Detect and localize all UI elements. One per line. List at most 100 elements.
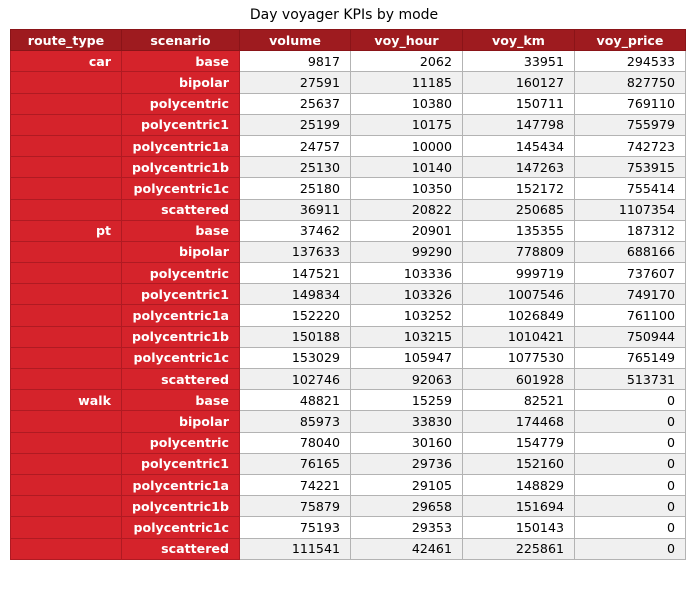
table-row: polycentric1 149834 103326 1007546 749170 — [10, 283, 686, 306]
column-header-voy-hour: voy_hour — [349, 28, 463, 52]
route-type-cell — [10, 134, 122, 158]
value-cell: 25199 — [238, 113, 351, 136]
value-cell: 0 — [573, 431, 686, 454]
value-cell: 742723 — [573, 134, 686, 158]
route-type-cell — [10, 198, 122, 221]
scenario-cell: polycentric — [121, 431, 240, 454]
value-cell: 9817 — [238, 50, 351, 73]
value-cell: 33951 — [461, 50, 575, 73]
route-type-cell — [10, 240, 122, 264]
value-cell: 1007546 — [461, 283, 575, 306]
value-cell: 33830 — [349, 410, 463, 433]
route-type-cell — [10, 92, 122, 115]
value-cell: 10000 — [349, 134, 463, 158]
scenario-cell: polycentric1c — [121, 346, 240, 370]
value-cell: 78040 — [238, 431, 351, 454]
value-cell: 150143 — [461, 516, 575, 539]
column-header-route-type: route_type — [10, 28, 122, 52]
value-cell: 999719 — [461, 262, 575, 285]
value-cell: 0 — [573, 537, 686, 560]
route-type-cell: pt — [10, 219, 122, 242]
scenario-cell: scattered — [121, 367, 240, 391]
route-type-cell — [10, 452, 122, 475]
scenario-cell: bipolar — [121, 410, 240, 433]
value-cell: 10380 — [349, 92, 463, 115]
value-cell: 29736 — [349, 452, 463, 475]
value-cell: 145434 — [461, 134, 575, 158]
value-cell: 749170 — [573, 283, 686, 306]
value-cell: 174468 — [461, 410, 575, 433]
value-cell: 10140 — [349, 156, 463, 179]
header-row: route_type scenario volume voy_hour voy_km vo… — [10, 28, 686, 52]
value-cell: 75193 — [238, 516, 351, 539]
value-cell: 48821 — [238, 389, 351, 412]
table-row: polycentric1c 75193 29353 150143 0 — [10, 516, 686, 539]
table-row: bipolar 27591 11185 160127 827750 — [10, 71, 686, 94]
route-type-cell — [10, 537, 122, 560]
column-header-volume: volume — [238, 28, 351, 52]
value-cell: 147798 — [461, 113, 575, 136]
value-cell: 0 — [573, 389, 686, 412]
value-cell: 0 — [573, 516, 686, 539]
value-cell: 513731 — [573, 367, 686, 391]
value-cell: 225861 — [461, 537, 575, 560]
table-row: scattered 111541 42461 225861 0 — [10, 537, 686, 560]
column-header-voy-km: voy_km — [461, 28, 575, 52]
value-cell: 30160 — [349, 431, 463, 454]
value-cell: 25180 — [238, 177, 351, 200]
value-cell: 750944 — [573, 325, 686, 348]
value-cell: 76165 — [238, 452, 351, 475]
value-cell: 294533 — [573, 50, 686, 73]
value-cell: 765149 — [573, 346, 686, 370]
table-row: polycentric1c 25180 10350 152172 755414 — [10, 177, 686, 200]
value-cell: 27591 — [238, 71, 351, 94]
table-row: polycentric1b 150188 103215 1010421 750944 — [10, 325, 686, 348]
table-row: polycentric1b 75879 29658 151694 0 — [10, 495, 686, 518]
value-cell: 29658 — [349, 495, 463, 518]
scenario-cell: polycentric1b — [121, 495, 240, 518]
value-cell: 99290 — [349, 240, 463, 264]
value-cell: 2062 — [349, 50, 463, 73]
value-cell: 154779 — [461, 431, 575, 454]
value-cell: 103215 — [349, 325, 463, 348]
route-type-cell — [10, 325, 122, 348]
table-row: polycentric1a 74221 29105 148829 0 — [10, 473, 686, 497]
column-header-voy-price: voy_price — [573, 28, 686, 52]
value-cell: 150188 — [238, 325, 351, 348]
table-row: scattered 102746 92063 601928 513731 — [10, 367, 686, 391]
value-cell: 102746 — [238, 367, 351, 391]
scenario-cell: polycentric1 — [121, 113, 240, 136]
value-cell: 761100 — [573, 304, 686, 327]
route-type-cell: walk — [10, 389, 122, 412]
value-cell: 147521 — [238, 262, 351, 285]
value-cell: 187312 — [573, 219, 686, 242]
scenario-cell: polycentric — [121, 92, 240, 115]
kpi-table: route_type scenario volume voy_hour voy_km vo… — [10, 28, 686, 560]
value-cell: 153029 — [238, 346, 351, 370]
table-row: polycentric1a 152220 103252 1026849 761100 — [10, 304, 686, 327]
value-cell: 10175 — [349, 113, 463, 136]
table-row: polycentric 78040 30160 154779 0 — [10, 431, 686, 454]
value-cell: 29353 — [349, 516, 463, 539]
table-row: polycentric 147521 103336 999719 737607 — [10, 262, 686, 285]
value-cell: 25130 — [238, 156, 351, 179]
scenario-cell: polycentric1b — [121, 156, 240, 179]
value-cell: 778809 — [461, 240, 575, 264]
value-cell: 103336 — [349, 262, 463, 285]
scenario-cell: base — [121, 389, 240, 412]
value-cell: 137633 — [238, 240, 351, 264]
scenario-cell: polycentric1b — [121, 325, 240, 348]
route-type-cell — [10, 262, 122, 285]
scenario-cell: polycentric1 — [121, 283, 240, 306]
value-cell: 1107354 — [573, 198, 686, 221]
value-cell: 150711 — [461, 92, 575, 115]
table-row: walk base 48821 15259 82521 0 — [10, 389, 686, 412]
table-row: car base 9817 2062 33951 294533 — [10, 50, 686, 73]
value-cell: 149834 — [238, 283, 351, 306]
value-cell: 0 — [573, 452, 686, 475]
value-cell: 151694 — [461, 495, 575, 518]
value-cell: 0 — [573, 473, 686, 497]
value-cell: 147263 — [461, 156, 575, 179]
table-row: polycentric1 25199 10175 147798 755979 — [10, 113, 686, 136]
value-cell: 82521 — [461, 389, 575, 412]
